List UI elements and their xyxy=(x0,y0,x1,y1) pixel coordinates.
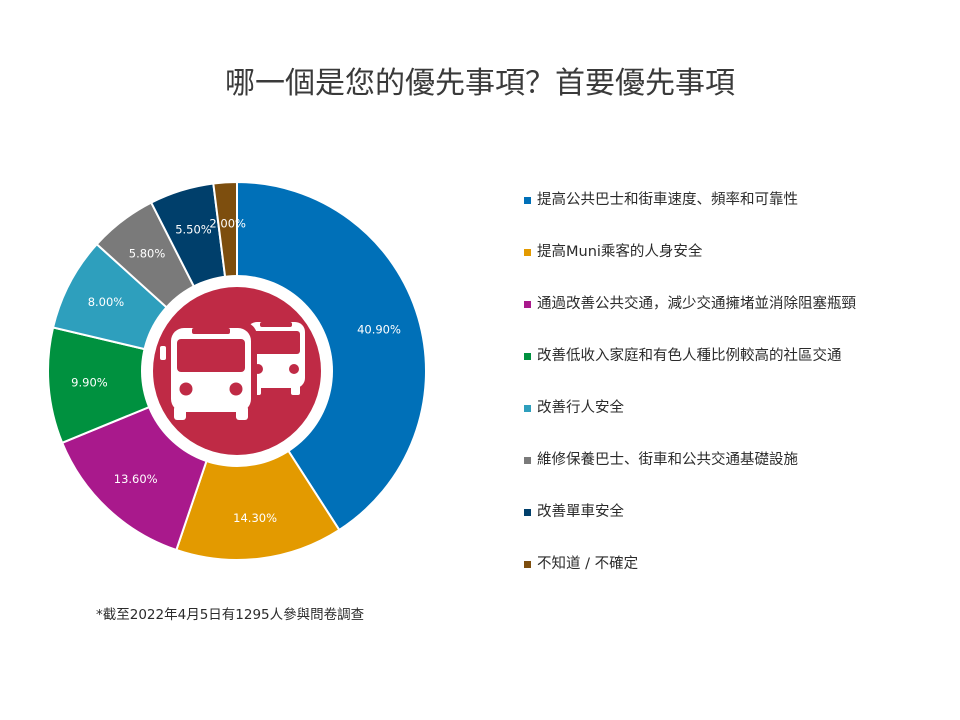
slice-value-label: 5.50% xyxy=(175,223,212,237)
legend-label: 改善低收入家庭和有色人種比例較高的社區交通 xyxy=(537,348,842,364)
bus-icon xyxy=(160,322,305,420)
legend-item: 改善單車安全 xyxy=(524,498,856,550)
legend-item: 提高Muni乘客的人身安全 xyxy=(524,238,856,290)
legend-swatch xyxy=(524,197,531,204)
legend-swatch xyxy=(524,561,531,568)
legend-item: 維修保養巴士、街車和公共交通基礎設施 xyxy=(524,446,856,498)
legend-swatch xyxy=(524,457,531,464)
pie-slice xyxy=(175,368,341,561)
slice-value-label: 40.90% xyxy=(357,322,401,336)
legend-item: 不知道 / 不確定 xyxy=(524,550,856,602)
legend-item: 改善低收入家庭和有色人種比例較高的社區交通 xyxy=(524,342,856,394)
legend-label: 不知道 / 不確定 xyxy=(537,556,639,572)
legend-label: 提高Muni乘客的人身安全 xyxy=(537,244,703,260)
slice-value-label: 9.90% xyxy=(71,376,108,390)
rear-bus-icon xyxy=(247,322,305,395)
legend-label: 提高公共巴士和街車速度、頻率和可靠性 xyxy=(537,192,798,208)
legend-item: 改善行人安全 xyxy=(524,394,856,446)
slice-value-label: 8.00% xyxy=(88,295,125,309)
legend-swatch xyxy=(524,509,531,516)
center-badge xyxy=(153,287,321,455)
legend-item: 通過改善公共交通，減少交通擁堵並消除阻塞瓶頸 xyxy=(524,290,856,342)
slice-value-label: 2.00% xyxy=(209,216,246,230)
legend-label: 維修保養巴士、街車和公共交通基礎設施 xyxy=(537,452,798,468)
survey-footnote: *截至2022年4月5日有1295人參與問卷調查 xyxy=(96,607,365,623)
legend-label: 改善行人安全 xyxy=(537,400,624,416)
chart-legend: 提高公共巴士和街車速度、頻率和可靠性 提高Muni乘客的人身安全通過改善公共交通，… xyxy=(524,186,856,602)
donut-slice-labels: 40.90% 14.30% 13.60% 9.90% 8.00% 5.80% 5.50%2.… xyxy=(71,216,401,525)
legend-item: 提高公共巴士和街車速度、頻率和可靠性 xyxy=(524,186,856,238)
slice-value-label: 14.30% xyxy=(233,511,277,525)
legend-swatch xyxy=(524,249,531,256)
chart-title: 哪一個是您的優先事項？首要優先事項 xyxy=(225,66,735,101)
front-bus-icon xyxy=(160,328,251,420)
slice-value-label: 13.60% xyxy=(114,472,158,486)
legend-swatch xyxy=(524,353,531,360)
legend-label: 改善單車安全 xyxy=(537,504,624,520)
legend-swatch xyxy=(524,405,531,412)
legend-label: 通過改善公共交通，減少交通擁堵並消除阻塞瓶頸 xyxy=(537,296,856,312)
slice-value-label: 5.80% xyxy=(129,246,166,260)
legend-swatch xyxy=(524,301,531,308)
